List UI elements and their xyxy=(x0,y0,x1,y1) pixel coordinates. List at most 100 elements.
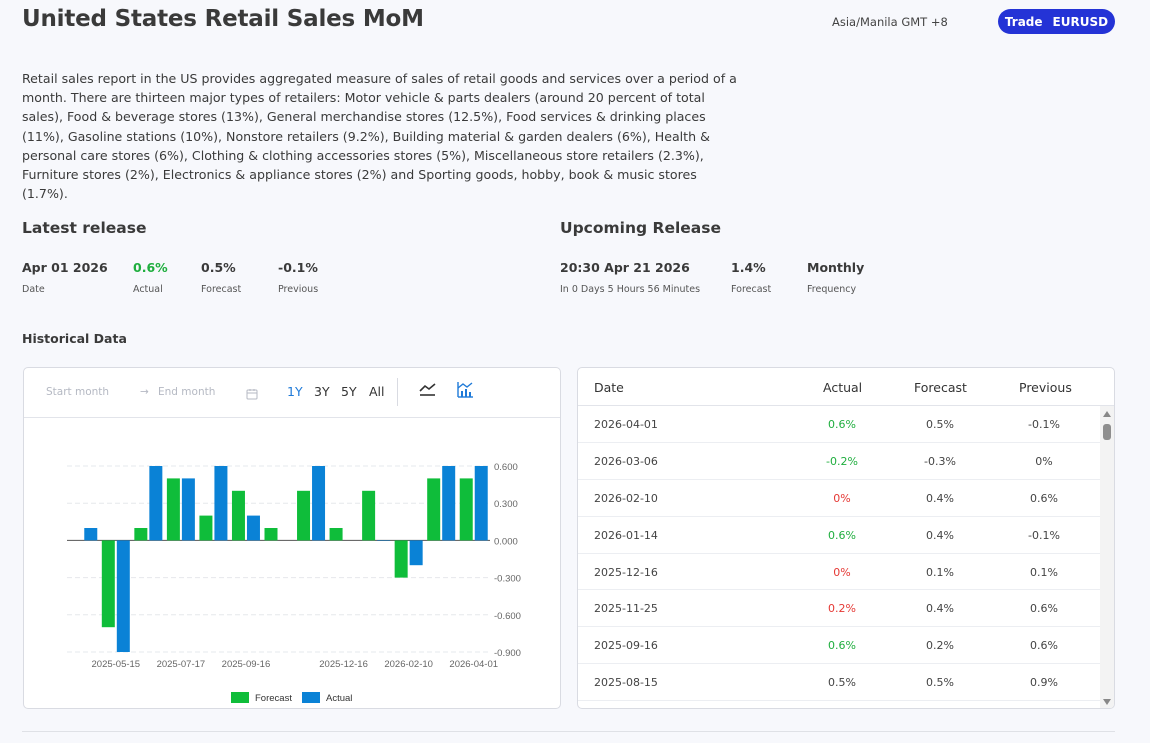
upcoming-datetime-value: 20:30 Apr 21 2026 xyxy=(560,260,690,275)
scroll-thumb[interactable] xyxy=(1103,424,1111,440)
actual-bar xyxy=(409,540,423,566)
divider xyxy=(22,731,1115,732)
scroll-down-arrow-icon[interactable] xyxy=(1103,699,1111,705)
cell-forecast: 0.2% xyxy=(926,639,954,653)
forecast-bar xyxy=(362,490,376,541)
table-row[interactable]: 2026-01-14 0.6% 0.4% -0.1% xyxy=(578,517,1100,554)
y-tick-label: 0.000 xyxy=(494,536,518,547)
cell-previous: 0.6% xyxy=(1030,602,1058,616)
trade-symbol: EURUSD xyxy=(1052,14,1109,29)
cell-actual: 0.6% xyxy=(828,528,856,542)
x-tick-label: 2025-07-17 xyxy=(157,659,206,670)
header-actual[interactable]: Actual xyxy=(823,380,863,395)
cell-forecast: 0.4% xyxy=(926,491,954,505)
table-row[interactable]: 2025-11-25 0.2% 0.4% 0.6% xyxy=(578,590,1100,628)
cell-forecast: 0.5% xyxy=(926,676,954,690)
cell-date: 2026-03-06 xyxy=(594,454,658,468)
cell-date: 2026-02-10 xyxy=(594,491,658,505)
table-row[interactable]: 2026-02-10 0% 0.4% 0.6% xyxy=(578,480,1100,517)
table-row[interactable]: 2025-12-16 0% 0.1% 0.1% xyxy=(578,554,1100,591)
cell-actual: -0.2% xyxy=(826,454,858,468)
forecast-bar xyxy=(329,528,343,541)
latest-forecast-label: Forecast xyxy=(201,284,242,295)
y-tick-label: -0.300 xyxy=(494,574,521,585)
end-month-input[interactable]: End month xyxy=(158,386,216,398)
x-tick-label: 2025-12-16 xyxy=(319,659,368,670)
start-month-input[interactable]: Start month xyxy=(46,386,110,398)
cell-date: 2026-04-01 xyxy=(594,418,658,431)
latest-previous-label: Previous xyxy=(278,284,319,295)
table-header: Date Actual Forecast Previous xyxy=(578,368,1114,406)
scroll-up-arrow-icon[interactable] xyxy=(1103,411,1111,417)
latest-previous-value: -0.1% xyxy=(278,260,318,275)
upcoming-datetime: 20:30 Apr 21 2026 In 0 Days 5 Hours 56 M… xyxy=(560,260,700,295)
legend-forecast-swatch xyxy=(231,692,249,703)
actual-bar xyxy=(377,540,391,541)
latest-date-value: Apr 01 2026 xyxy=(22,260,108,275)
y-tick-label: -0.900 xyxy=(494,648,521,659)
forecast-bar xyxy=(166,478,180,541)
cell-actual: 0.5% xyxy=(828,676,856,690)
cell-previous: -0.1% xyxy=(1028,418,1060,431)
y-tick-label: 0.300 xyxy=(494,499,518,510)
legend-actual-swatch xyxy=(302,692,320,703)
latest-actual: 0.6% Actual xyxy=(133,260,168,295)
latest-forecast-value: 0.5% xyxy=(201,260,236,275)
cell-previous: -0.1% xyxy=(1028,528,1060,542)
historical-data-title: Historical Data xyxy=(22,331,127,346)
line-chart-icon[interactable] xyxy=(418,380,438,400)
trade-label: Trade xyxy=(1004,14,1043,29)
header-forecast[interactable]: Forecast xyxy=(914,380,967,395)
indicator-description: Retail sales report in the US provides a… xyxy=(22,71,737,202)
bar-chart-icon[interactable] xyxy=(455,380,475,400)
timezone-label[interactable]: Asia/Manila GMT +8 xyxy=(832,15,948,29)
actual-bar xyxy=(116,540,130,652)
forecast-bar xyxy=(394,540,408,578)
range-5y[interactable]: 5Y xyxy=(341,384,357,399)
range-1y[interactable]: 1Y xyxy=(287,384,303,399)
range-all[interactable]: All xyxy=(369,384,385,399)
cell-forecast: 0.1% xyxy=(926,565,954,579)
cell-actual: 0.6% xyxy=(828,639,856,653)
cell-date: 2025-08-15 xyxy=(594,676,658,690)
forecast-bar xyxy=(231,490,245,541)
x-tick-label: 2025-09-16 xyxy=(222,659,271,670)
upcoming-forecast-label: Forecast xyxy=(731,284,772,295)
table-row[interactable]: 2025-08-15 0.5% 0.5% 0.9% xyxy=(578,664,1100,702)
x-tick-label: 2026-04-01 xyxy=(449,659,498,670)
y-tick-label: -0.600 xyxy=(494,611,521,622)
x-tick-label: 2025-05-15 xyxy=(92,659,141,670)
table-row[interactable]: 2026-04-01 0.6% 0.5% -0.1% xyxy=(578,406,1100,443)
y-tick-label: 0.600 xyxy=(494,462,518,473)
cell-forecast: -0.3% xyxy=(924,454,956,468)
cell-actual: 0% xyxy=(833,491,851,505)
cell-date: 2025-11-25 xyxy=(594,602,658,616)
header-previous[interactable]: Previous xyxy=(1019,380,1072,395)
table-row[interactable]: 2026-03-06 -0.2% -0.3% 0% xyxy=(578,443,1100,480)
calendar-icon[interactable] xyxy=(246,385,258,400)
latest-release-title: Latest release xyxy=(22,219,147,237)
forecast-bar xyxy=(297,490,311,541)
table-row[interactable]: 2025-09-16 0.6% 0.2% 0.6% xyxy=(578,627,1100,665)
actual-bar xyxy=(149,466,163,541)
x-tick-label: 2026-02-10 xyxy=(384,659,433,670)
range-arrow: → xyxy=(140,386,149,398)
range-3y[interactable]: 3Y xyxy=(314,384,330,399)
cell-forecast: 0.5% xyxy=(926,418,954,431)
chart-toolbar: Start month → End month 1Y 3Y 5Y All xyxy=(24,368,560,418)
cell-actual: 0% xyxy=(833,565,851,579)
cell-date: 2026-01-14 xyxy=(594,528,658,542)
table-scrollbar[interactable] xyxy=(1100,406,1114,708)
cell-actual: 0.6% xyxy=(828,418,856,431)
legend-actual-label: Actual xyxy=(326,693,352,704)
historical-bar-chart: 0.600 0.300 0.000 -0.300 -0.600 -0.900 2025-05… xyxy=(67,462,521,704)
header-date[interactable]: Date xyxy=(594,380,624,395)
cell-previous: 0.6% xyxy=(1030,639,1058,653)
latest-actual-value: 0.6% xyxy=(133,260,168,275)
table-body: 2026-04-01 0.6% 0.5% -0.1% 2026-03-06 -0.2% -0… xyxy=(578,406,1100,702)
latest-date: Apr 01 2026 Date xyxy=(22,260,108,295)
cell-forecast: 0.4% xyxy=(926,528,954,542)
actual-bar xyxy=(442,466,456,541)
toolbar-divider xyxy=(397,378,398,406)
trade-button[interactable]: Trade EURUSD xyxy=(998,9,1115,34)
